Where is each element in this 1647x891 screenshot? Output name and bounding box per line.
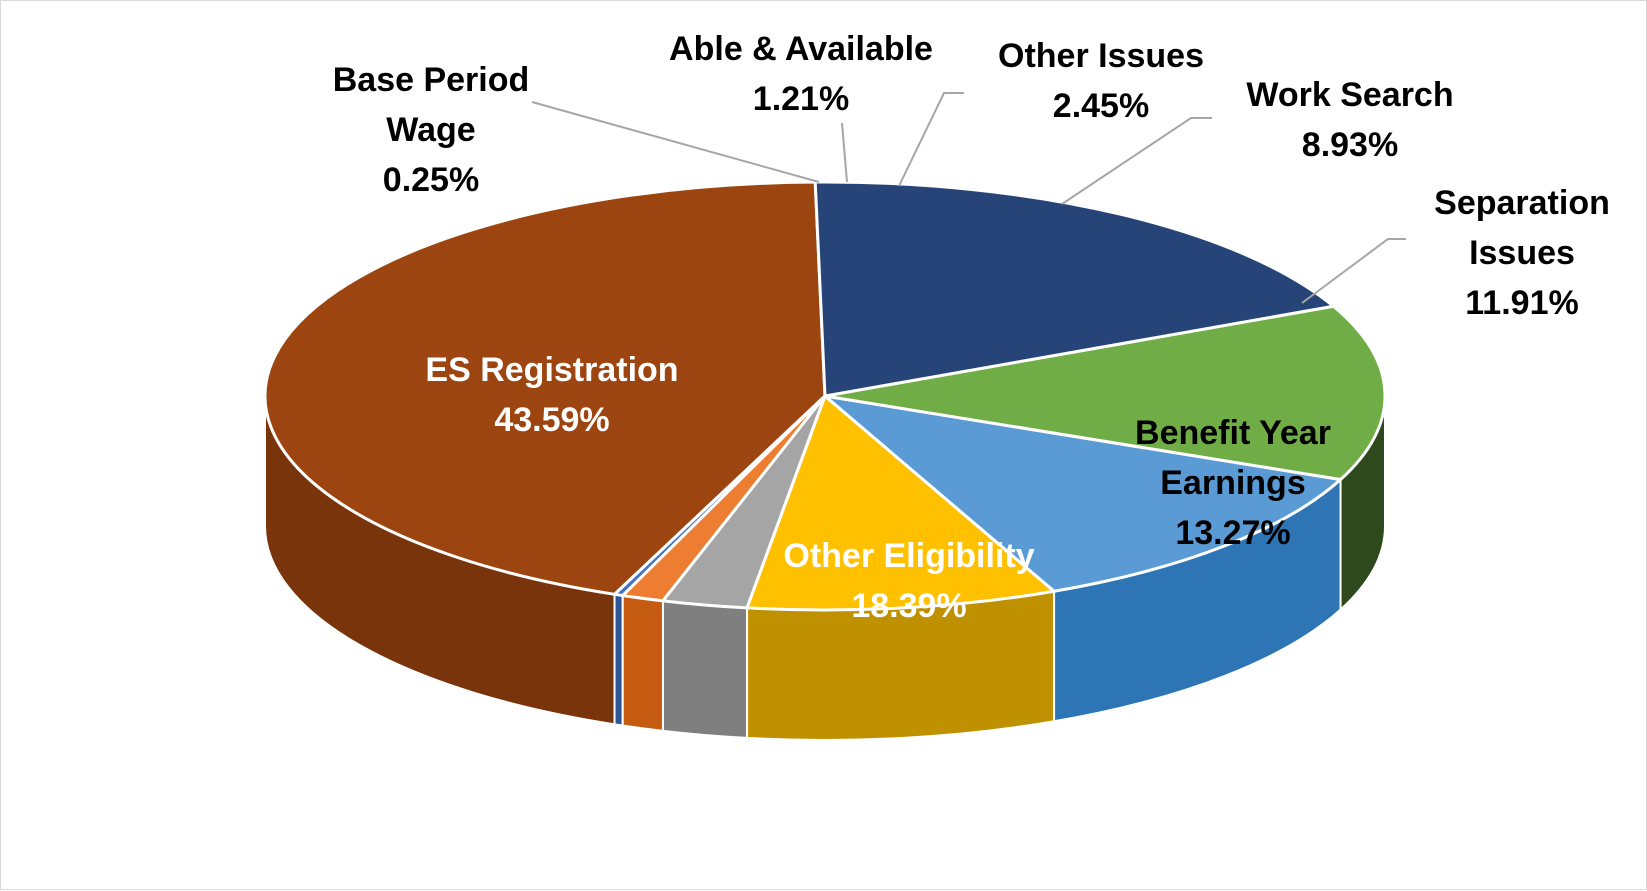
data-label-separation-issues: Separation Issues 11.91% xyxy=(1434,184,1610,322)
data-labels: ES Registration 43.59% Base Period Wage 0.25… xyxy=(333,30,1610,625)
data-label-name: ES Registration xyxy=(425,351,678,389)
pie-slice-work-search xyxy=(745,394,1056,612)
pie-side-other-issues xyxy=(661,599,749,739)
data-label-value: 8.93% xyxy=(1302,126,1398,164)
data-label-name: Able & Available xyxy=(669,30,933,68)
data-label-name: Base Period xyxy=(333,61,530,99)
data-label-value: 2.45% xyxy=(1053,87,1149,125)
data-label-base-period-wage: Base Period Wage 0.25% xyxy=(333,61,530,199)
pie-side-base-period-wage xyxy=(613,593,624,727)
data-label-name: Wage xyxy=(386,111,475,149)
data-label-name: Benefit Year xyxy=(1135,414,1331,452)
leader-line-able-and-available xyxy=(841,122,848,183)
data-label-name: Issues xyxy=(1469,234,1575,272)
leader-line-base-period-wage xyxy=(531,101,820,183)
data-label-name: Earnings xyxy=(1160,464,1305,502)
data-label-value: 0.25% xyxy=(383,161,479,199)
leader-line-separation-issues xyxy=(1301,238,1406,304)
data-label-value: 1.21% xyxy=(753,80,849,118)
leader-line-other-issues xyxy=(898,92,964,187)
data-label-work-search: Work Search 8.93% xyxy=(1246,76,1453,164)
data-label-name: Separation xyxy=(1434,184,1610,222)
data-label-benefit-year-earnings: Benefit Year Earnings 13.27% xyxy=(1135,414,1331,552)
pie-slice-other-eligibility xyxy=(813,180,1335,398)
data-label-name: Work Search xyxy=(1246,76,1453,114)
pie-sides xyxy=(264,395,1386,741)
data-label-name: Other Eligibility xyxy=(783,537,1034,575)
pie-side-able-and-available xyxy=(621,594,664,732)
data-label-value: 11.91% xyxy=(1465,284,1578,322)
data-label-value: 43.59% xyxy=(494,401,609,439)
pie-slice-separation-issues xyxy=(823,394,1343,593)
data-label-value: 18.39% xyxy=(851,587,966,625)
leader-lines xyxy=(531,92,1406,304)
data-label-es-registration: ES Registration 43.59% xyxy=(425,351,678,439)
data-label-name: Other Issues xyxy=(998,37,1204,75)
data-label-other-eligibility: Other Eligibility 18.39% xyxy=(783,537,1034,625)
data-label-able-and-available: Able & Available 1.21% xyxy=(669,30,933,118)
pie-slice-es-registration xyxy=(263,180,827,596)
data-label-value: 13.27% xyxy=(1175,514,1290,552)
pie-slice-benefit-year-earnings xyxy=(823,304,1387,482)
leader-line-work-search xyxy=(1061,117,1212,205)
pie-slices xyxy=(263,180,1387,612)
data-label-other-issues: Other Issues 2.45% xyxy=(998,37,1204,125)
